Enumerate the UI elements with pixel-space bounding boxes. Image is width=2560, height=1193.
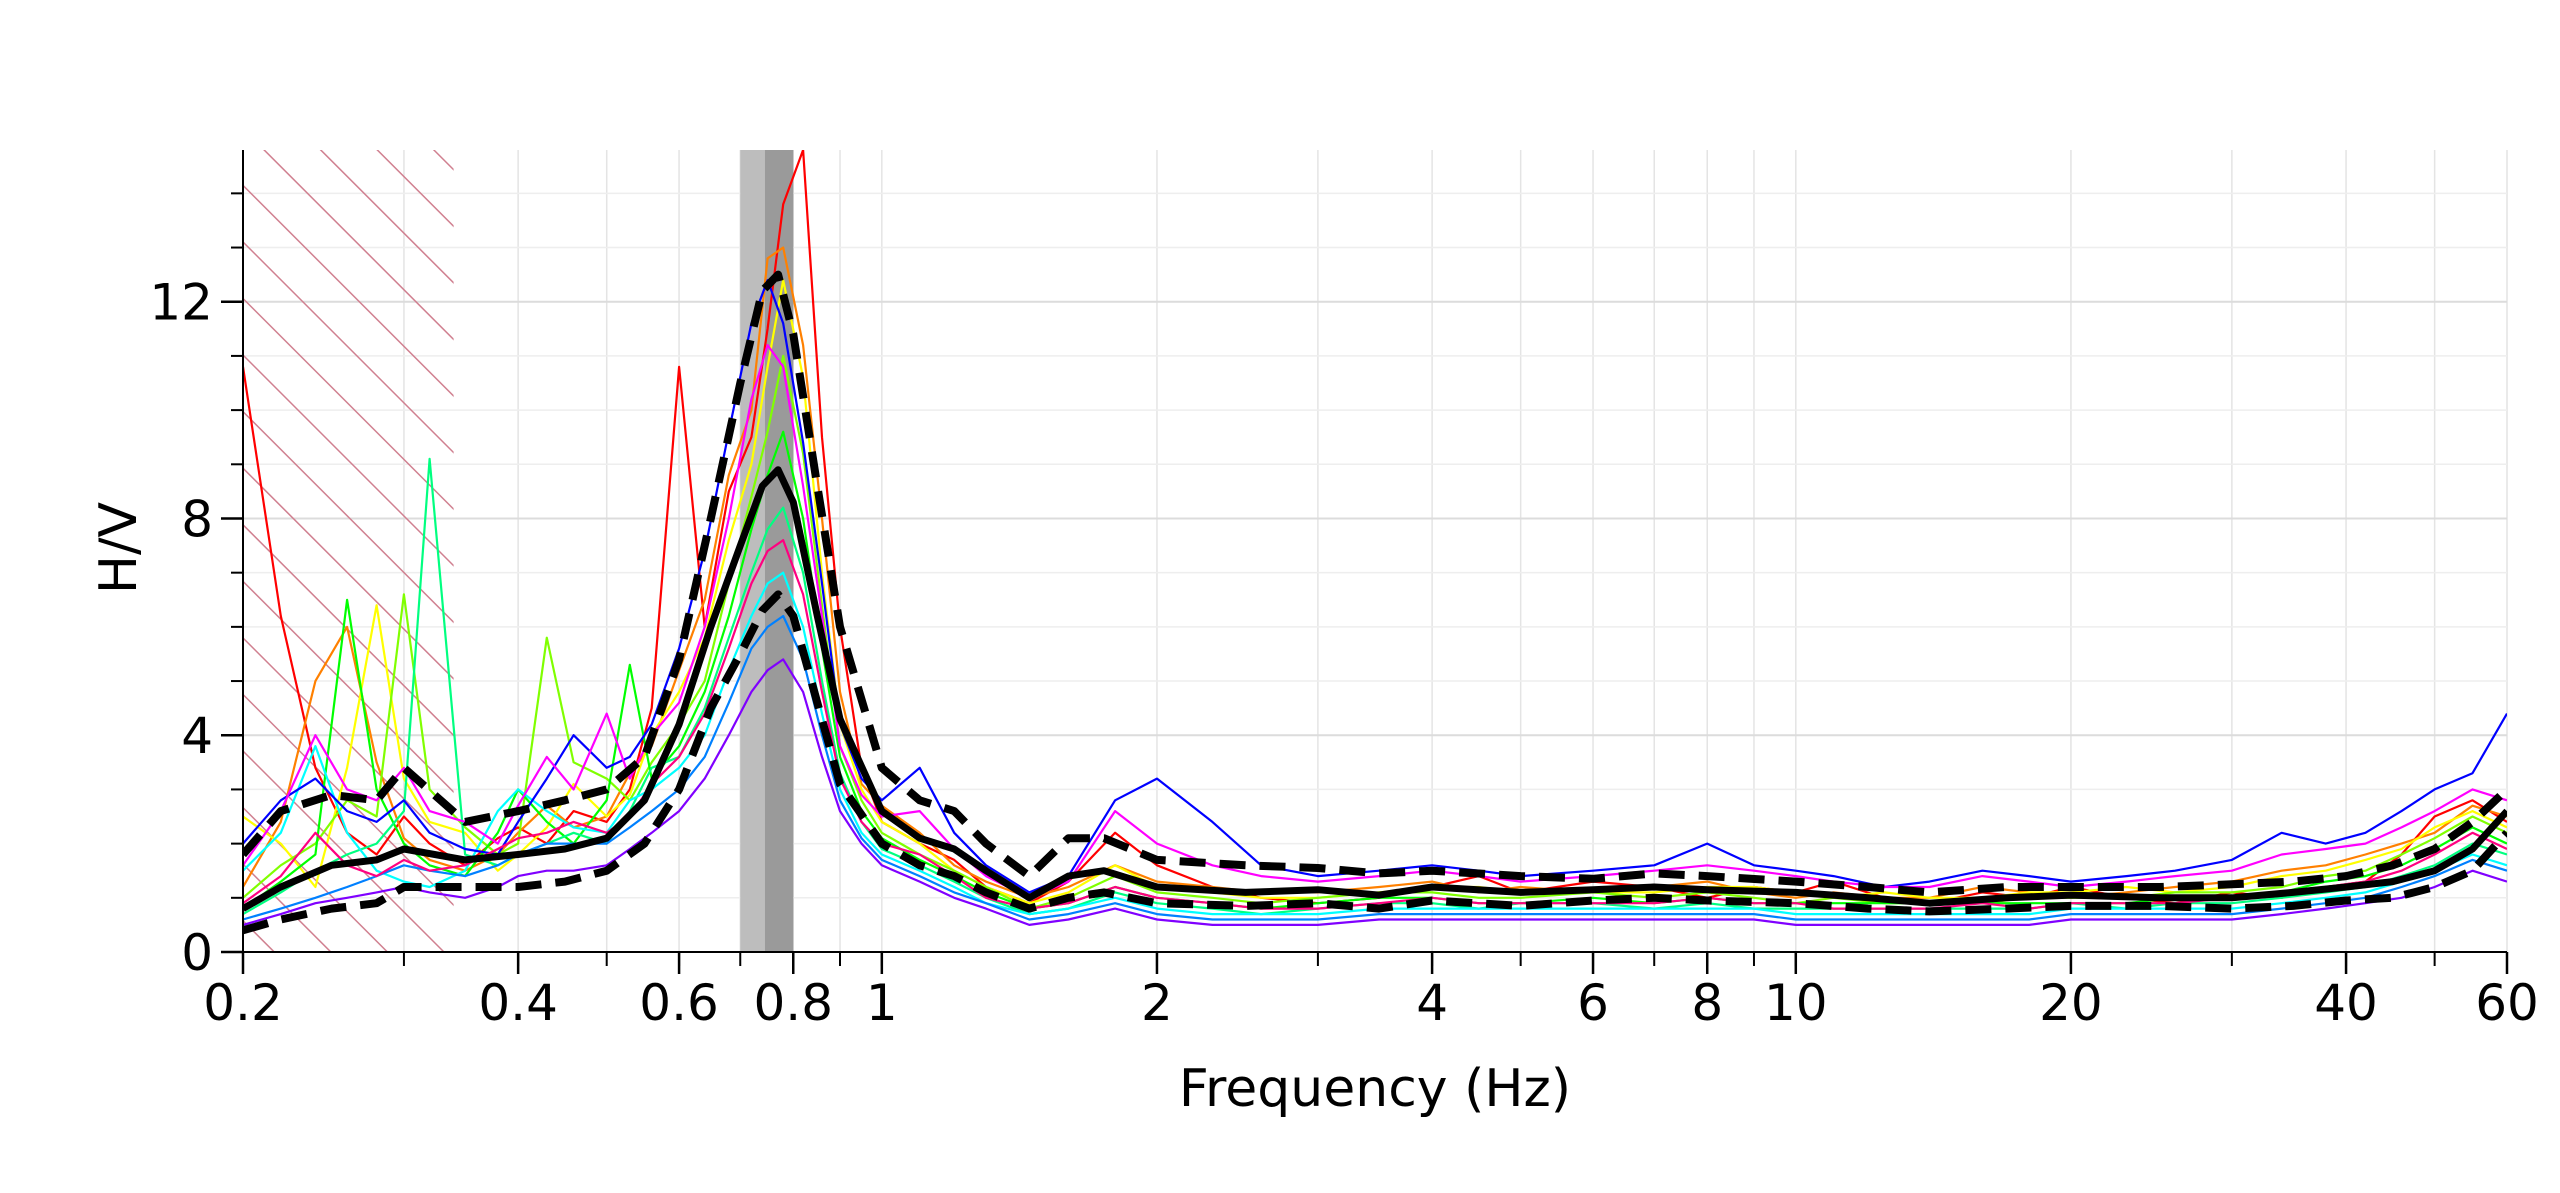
- window-curve: [243, 658, 2507, 927]
- x-tick-label: 40: [2314, 974, 2378, 1032]
- x-tick-label: 4: [1416, 974, 1448, 1032]
- window-curve: [243, 150, 2507, 905]
- window-curve: [243, 430, 2507, 910]
- statistical-curves: [243, 270, 2507, 935]
- y-tick-label: 4: [181, 707, 213, 765]
- x-tick-label: 0.4: [478, 974, 558, 1032]
- x-tick-label: 2: [1141, 974, 1173, 1032]
- x-tick-label: 10: [1764, 974, 1828, 1032]
- window-curve: [243, 614, 2507, 921]
- x-axis-title: Frequency (Hz): [1179, 1059, 1571, 1119]
- window-curve: [243, 279, 2507, 894]
- window-curve: [243, 279, 2507, 905]
- y-tick-label: 0: [181, 924, 213, 982]
- average-minus-std-curve: [243, 590, 2507, 935]
- x-tick-label: 0.2: [203, 974, 283, 1032]
- x-tick-label: 0.6: [639, 974, 719, 1032]
- y-tick-label: 12: [149, 274, 213, 332]
- x-tick-label: 6: [1577, 974, 1609, 1032]
- x-tick-label: 0.8: [753, 974, 833, 1032]
- x-tick-label: 8: [1691, 974, 1723, 1032]
- window-curve: [243, 539, 2507, 910]
- y-tick-label: 8: [181, 490, 213, 548]
- x-tick-label: 1: [866, 974, 898, 1032]
- x-tick-label: 60: [2475, 974, 2539, 1032]
- x-tick-label: 20: [2039, 974, 2103, 1032]
- axes: [221, 150, 2509, 974]
- average-plus-std-curve: [243, 270, 2507, 897]
- window-curves: [243, 150, 2507, 927]
- y-axis-title: H/V: [89, 501, 149, 594]
- average-curve: [243, 466, 2507, 912]
